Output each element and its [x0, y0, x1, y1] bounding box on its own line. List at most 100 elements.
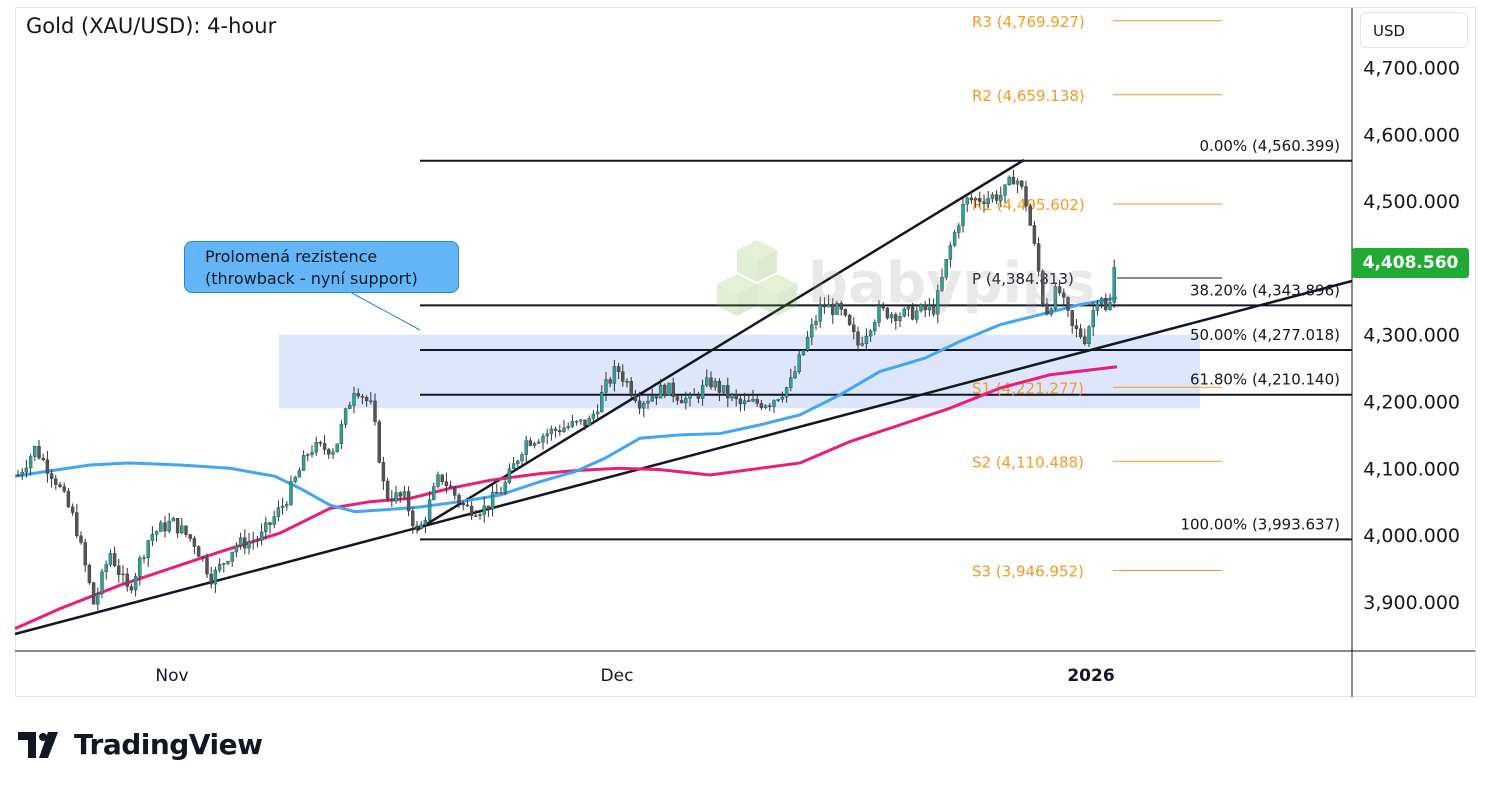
candle-body [541, 435, 545, 443]
candle-body [390, 498, 394, 502]
candle-body [982, 201, 986, 205]
candle-body [528, 440, 533, 446]
candle-body [415, 525, 419, 529]
candle-body [625, 381, 629, 383]
candle-body [264, 522, 268, 533]
candle-body [37, 446, 41, 459]
candle-body [247, 541, 251, 549]
candle-body [201, 556, 205, 559]
candle-body [377, 421, 381, 463]
candle-body [629, 381, 633, 395]
candle-body [268, 522, 272, 525]
fib-label: 100.00% (3,993.637) [1180, 515, 1340, 533]
candle-body [801, 350, 806, 356]
candle-body [222, 563, 226, 565]
pivot-label: S2 (4,110.488) [972, 453, 1084, 471]
candle-body [600, 392, 604, 412]
candle-body [448, 485, 453, 488]
candle-body [881, 305, 885, 309]
candle-body [566, 426, 570, 429]
candle-body [511, 463, 516, 470]
candle-body [369, 400, 373, 403]
candle-body [999, 195, 1003, 201]
candle-body [646, 400, 650, 404]
candle-body [1053, 286, 1058, 310]
candle-body [121, 573, 125, 576]
candle-body [75, 512, 79, 537]
candle-body [860, 343, 864, 346]
candle-body [637, 400, 642, 409]
candle-body [465, 504, 470, 507]
tradingview-logo-icon [18, 731, 58, 758]
currency-button[interactable]: USD [1360, 12, 1468, 48]
candle-body [138, 557, 142, 577]
candle-body [931, 305, 936, 315]
candle-body [545, 433, 549, 437]
candle-body [301, 454, 306, 471]
candle-body [142, 557, 146, 560]
candle-body [797, 354, 801, 372]
candle-body [738, 398, 743, 405]
candle-body [474, 515, 478, 517]
candle-body [1108, 302, 1112, 311]
pivot-label: R3 (4,769.927) [972, 13, 1085, 31]
candle-body [205, 557, 209, 575]
candle-body [1015, 180, 1020, 185]
candle-body [167, 520, 171, 532]
candle-body [66, 490, 71, 507]
babypips-watermark: babypips [712, 238, 1095, 328]
candle-body [831, 303, 835, 315]
candle-body [595, 411, 600, 415]
candle-body [192, 538, 197, 547]
candle-body [915, 310, 919, 320]
candle-body [826, 303, 831, 308]
candle-body [427, 499, 432, 521]
tradingview-logo[interactable]: TradingView [18, 728, 263, 761]
candle-body [793, 371, 797, 378]
candle-body [772, 400, 776, 407]
candle-body [146, 540, 150, 559]
candle-body [692, 394, 696, 397]
candle-body [54, 478, 58, 485]
y-tick-label: 4,300.000 [1363, 325, 1460, 347]
annotation-callout[interactable]: Prolomená rezistence (throwback - nyní s… [184, 241, 459, 293]
candle-body [898, 315, 902, 322]
candle-body [1049, 308, 1053, 315]
candle-body [432, 486, 436, 500]
candle-body [373, 400, 377, 422]
pivot-label: S1 (4,221.277) [972, 379, 1084, 397]
candle-body [784, 387, 789, 398]
ma-blue-line [14, 296, 1118, 514]
candle-body [1083, 336, 1087, 344]
candle-body [1003, 184, 1007, 196]
candle-body [16, 474, 20, 477]
candle-body [280, 505, 285, 508]
candle-body [524, 440, 528, 455]
candle-body [272, 516, 276, 525]
candle-body [339, 424, 344, 444]
candle-body [902, 308, 906, 317]
candle-body [507, 468, 512, 483]
candle-body [713, 380, 717, 388]
candle-body [948, 245, 953, 260]
candle-body [1104, 298, 1108, 311]
candle-body [755, 398, 759, 404]
candle-body [889, 314, 894, 319]
candle-body [936, 290, 940, 315]
candle-body [776, 399, 780, 401]
candle-body [684, 398, 688, 404]
candle-body [1011, 176, 1016, 185]
support-zone [279, 334, 1200, 409]
candle-body [532, 442, 537, 446]
x-tick-label: 2026 [1067, 666, 1114, 686]
candle-body [171, 517, 176, 522]
candle-body [70, 506, 75, 513]
candle-body [96, 593, 100, 605]
candle-body [994, 194, 999, 201]
candle-body [730, 394, 734, 399]
candle-body [818, 305, 822, 322]
candle-body [159, 522, 163, 532]
candle-body [717, 380, 722, 393]
candle-body [234, 545, 239, 553]
